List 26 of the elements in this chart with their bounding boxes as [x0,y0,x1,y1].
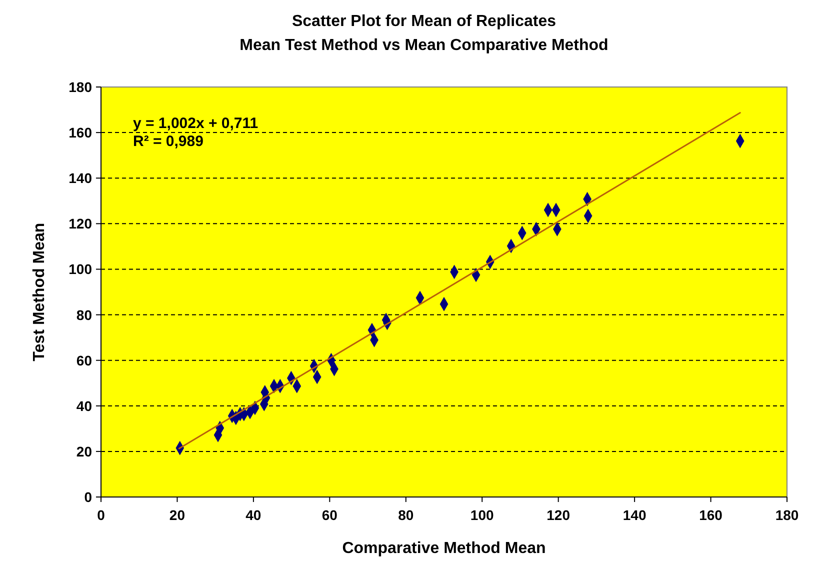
y-tick-label: 60 [76,352,92,368]
y-tick-label: 140 [68,170,92,186]
x-tick-label: 140 [622,507,646,523]
y-tick-label: 20 [76,443,92,460]
y-tick-label: 100 [68,261,92,278]
y-axis-title: Test Method Mean [31,222,48,362]
x-tick-label: 60 [322,507,338,523]
chart-title: Scatter Plot for Mean of Replicates [292,13,556,30]
x-tick-label: 40 [246,507,262,523]
chart-subtitle: Mean Test Method vs Mean Comparative Method [240,37,608,54]
x-axis-title: Comparative Method Mean [342,540,546,557]
x-tick-label: 180 [775,507,799,523]
x-tick-label: 20 [169,507,186,523]
y-tick-label: 80 [76,306,92,323]
x-tick-label: 100 [470,507,494,523]
y-tick-label: 180 [68,79,92,95]
y-tick-label: 160 [68,124,92,141]
annotation: R² = 0,989 [133,133,204,150]
x-tick-label: 160 [699,507,723,523]
y-tick-label: 40 [76,398,92,414]
x-tick-label: 120 [546,507,570,523]
annotation: y = 1,002x + 0,711 [133,115,258,132]
y-tick-label: 0 [84,489,92,505]
y-tick-label: 120 [68,216,92,232]
x-tick-label: 80 [398,507,414,523]
x-tick-label: 0 [97,507,106,523]
